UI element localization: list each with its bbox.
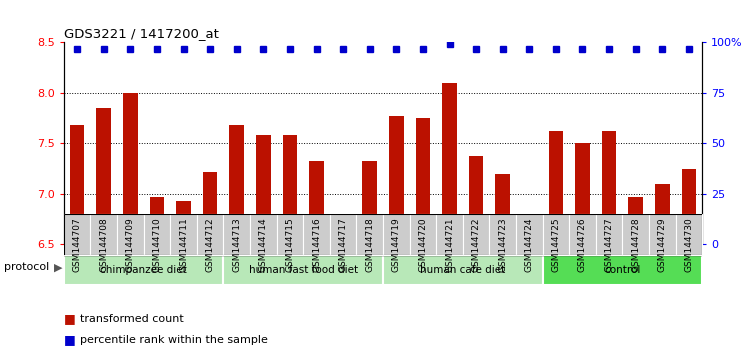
Bar bbox=[176, 201, 191, 354]
Text: chimpanzee diet: chimpanzee diet bbox=[100, 265, 187, 275]
Bar bbox=[596, 214, 623, 255]
Bar bbox=[90, 214, 117, 255]
Bar bbox=[250, 214, 276, 255]
Text: GSM144716: GSM144716 bbox=[312, 217, 321, 272]
Bar bbox=[490, 214, 516, 255]
Text: GSM144711: GSM144711 bbox=[179, 217, 188, 272]
Text: GSM144714: GSM144714 bbox=[259, 217, 268, 272]
Bar bbox=[415, 118, 430, 354]
Bar bbox=[256, 135, 270, 354]
Bar bbox=[623, 214, 649, 255]
Bar bbox=[602, 131, 617, 354]
Bar bbox=[363, 160, 377, 354]
Bar bbox=[516, 214, 543, 255]
Text: ▶: ▶ bbox=[54, 262, 62, 272]
Bar bbox=[469, 156, 484, 354]
Text: GSM144730: GSM144730 bbox=[684, 217, 693, 272]
Bar bbox=[383, 214, 409, 255]
Text: percentile rank within the sample: percentile rank within the sample bbox=[80, 335, 268, 345]
Bar bbox=[309, 160, 324, 354]
Bar bbox=[649, 214, 676, 255]
Text: GDS3221 / 1417200_at: GDS3221 / 1417200_at bbox=[64, 27, 219, 40]
Text: GSM144719: GSM144719 bbox=[392, 217, 401, 272]
Bar bbox=[64, 214, 90, 255]
Text: human fast food diet: human fast food diet bbox=[249, 265, 357, 275]
Bar bbox=[548, 131, 563, 354]
Bar bbox=[389, 116, 403, 354]
Bar bbox=[276, 214, 303, 255]
Text: GSM144728: GSM144728 bbox=[631, 217, 640, 272]
Bar bbox=[676, 214, 702, 255]
Bar bbox=[303, 214, 330, 255]
Bar bbox=[543, 255, 702, 285]
Text: GSM144721: GSM144721 bbox=[445, 217, 454, 272]
Bar bbox=[436, 214, 463, 255]
Bar bbox=[409, 214, 436, 255]
Text: ■: ■ bbox=[64, 333, 76, 346]
Bar bbox=[170, 214, 197, 255]
Text: GSM144723: GSM144723 bbox=[498, 217, 507, 272]
Bar bbox=[197, 214, 224, 255]
Bar bbox=[123, 93, 137, 354]
Bar bbox=[282, 135, 297, 354]
Bar bbox=[357, 214, 383, 255]
Text: GSM144712: GSM144712 bbox=[206, 217, 215, 272]
Text: GSM144720: GSM144720 bbox=[418, 217, 427, 272]
Bar bbox=[224, 255, 383, 285]
Bar bbox=[64, 255, 224, 285]
Text: GSM144709: GSM144709 bbox=[126, 217, 135, 272]
Bar bbox=[149, 197, 164, 354]
Bar bbox=[203, 172, 218, 354]
Bar bbox=[569, 214, 596, 255]
Bar bbox=[629, 197, 643, 354]
Bar bbox=[330, 214, 357, 255]
Text: GSM144715: GSM144715 bbox=[285, 217, 294, 272]
Text: GSM144724: GSM144724 bbox=[525, 217, 534, 272]
Text: GSM144722: GSM144722 bbox=[472, 217, 481, 272]
Text: protocol: protocol bbox=[4, 262, 49, 272]
Text: GSM144713: GSM144713 bbox=[232, 217, 241, 272]
Bar bbox=[655, 184, 670, 354]
Bar bbox=[224, 214, 250, 255]
Bar bbox=[463, 214, 490, 255]
Text: GSM144718: GSM144718 bbox=[365, 217, 374, 272]
Bar bbox=[117, 214, 143, 255]
Bar bbox=[575, 143, 590, 354]
Bar bbox=[442, 83, 457, 354]
Bar bbox=[229, 125, 244, 354]
Bar bbox=[543, 214, 569, 255]
Text: human cafe diet: human cafe diet bbox=[420, 265, 505, 275]
Bar bbox=[336, 229, 351, 354]
Bar bbox=[143, 214, 170, 255]
Text: transformed count: transformed count bbox=[80, 314, 184, 324]
Text: control: control bbox=[605, 265, 641, 275]
Bar bbox=[70, 125, 84, 354]
Bar bbox=[96, 108, 111, 354]
Bar bbox=[383, 255, 542, 285]
Text: GSM144710: GSM144710 bbox=[152, 217, 161, 272]
Text: GSM144725: GSM144725 bbox=[551, 217, 560, 272]
Bar bbox=[496, 173, 510, 354]
Text: GSM144726: GSM144726 bbox=[578, 217, 587, 272]
Text: GSM144727: GSM144727 bbox=[605, 217, 614, 272]
Bar bbox=[682, 169, 696, 354]
Text: GSM144729: GSM144729 bbox=[658, 217, 667, 272]
Text: GSM144717: GSM144717 bbox=[339, 217, 348, 272]
Text: GSM144708: GSM144708 bbox=[99, 217, 108, 272]
Bar bbox=[522, 239, 537, 354]
Text: GSM144707: GSM144707 bbox=[73, 217, 82, 272]
Text: ■: ■ bbox=[64, 312, 76, 325]
